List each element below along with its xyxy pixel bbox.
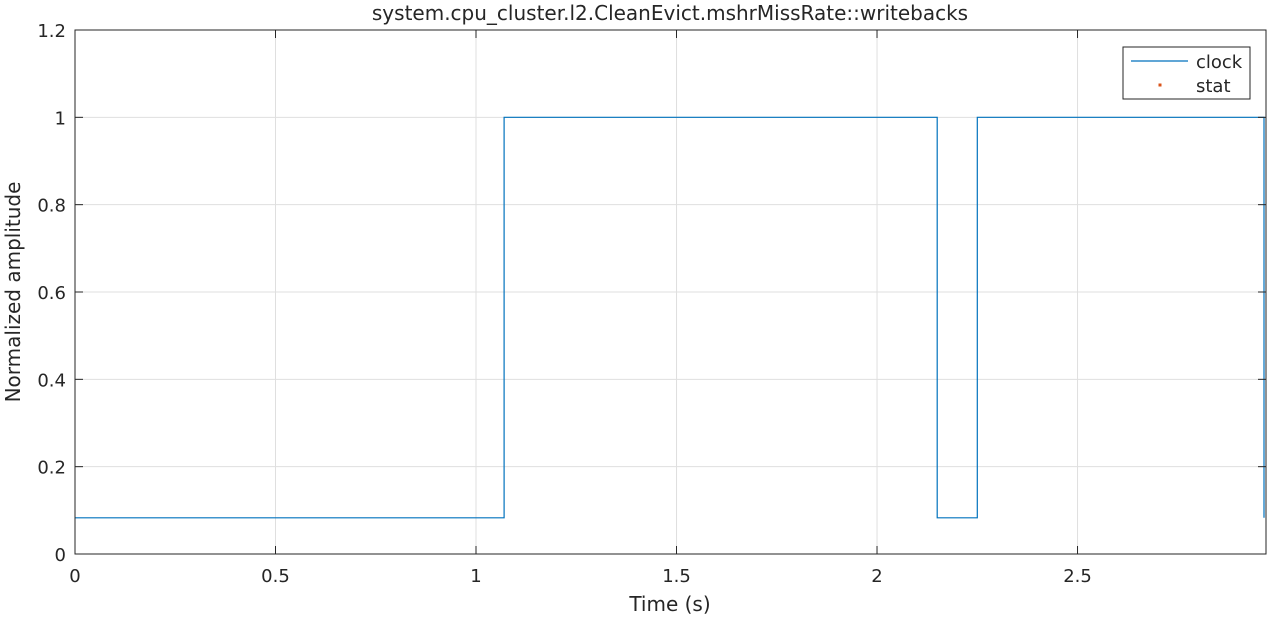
- y-axis-label: Normalized amplitude: [1, 182, 25, 403]
- x-tick-label: 0.5: [261, 566, 290, 587]
- legend-clock-label: clock: [1196, 52, 1243, 73]
- series-layer: [75, 116, 1265, 519]
- x-tick-label: 1: [470, 566, 481, 587]
- legend-stat-marker: [1158, 83, 1162, 87]
- legend-stat-label: stat: [1196, 76, 1231, 97]
- y-tick-label: 0: [55, 545, 66, 566]
- x-axis-label: Time (s): [628, 592, 710, 616]
- y-tick-label: 1.2: [37, 21, 66, 42]
- y-axis-ticks: 0 0.2 0.4 0.6 0.8 1 1.2: [37, 21, 1266, 566]
- legend: clock stat: [1122, 46, 1251, 100]
- y-tick-label: 0.4: [37, 370, 66, 391]
- chart-title: system.cpu_cluster.l2.CleanEvict.mshrMis…: [372, 1, 968, 25]
- x-axis-ticks: 0 0.5 1 1.5 2 2.5: [69, 30, 1092, 587]
- x-tick-label: 2: [871, 566, 882, 587]
- y-tick-label: 0.8: [37, 196, 66, 217]
- y-tick-label: 1: [55, 108, 66, 129]
- series-line-clock: [75, 116, 1265, 519]
- y-tick-label: 0.6: [37, 283, 66, 304]
- legend-box: [1122, 46, 1251, 100]
- x-tick-label: 0: [69, 566, 80, 587]
- x-tick-label: 2.5: [1063, 566, 1092, 587]
- y-tick-label: 0.2: [37, 458, 66, 479]
- x-tick-label: 1.5: [662, 566, 691, 587]
